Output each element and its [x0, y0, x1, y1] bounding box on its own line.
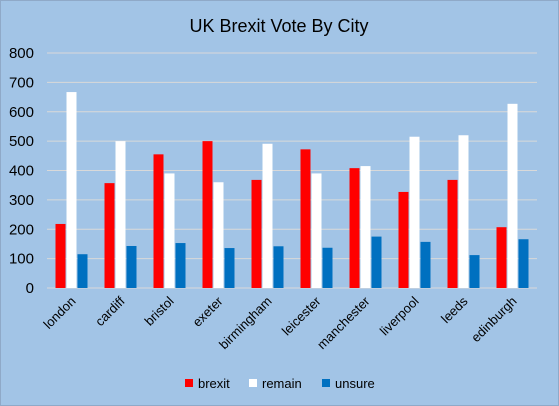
bar-remain-leicester — [311, 173, 322, 288]
y-tick-label: 500 — [9, 133, 34, 150]
bar-brexit-leeds — [447, 179, 458, 288]
x-category-label: edinburgh — [468, 294, 519, 345]
y-tick-label: 100 — [9, 251, 34, 268]
bar-unsure-cardiff — [126, 245, 137, 288]
bar-brexit-birmingham — [251, 179, 262, 288]
y-tick-label: 300 — [9, 192, 34, 209]
y-tick-label: 700 — [9, 74, 34, 91]
legend-swatch-remain — [249, 379, 257, 387]
bar-unsure-manchester — [371, 236, 382, 288]
y-tick-label: 400 — [9, 163, 34, 180]
bar-remain-birmingham — [262, 143, 273, 288]
bar-remain-bristol — [164, 173, 175, 288]
y-tick-label: 600 — [9, 104, 34, 121]
x-category-label: london — [40, 294, 78, 332]
y-tick-label: 200 — [9, 221, 34, 238]
bar-unsure-leeds — [469, 255, 480, 288]
y-axis-ticks: 0 100 200 300 400 500 600 700 800 — [9, 45, 34, 297]
bar-remain-leeds — [458, 135, 469, 288]
x-category-label: bristol — [141, 293, 176, 328]
bar-brexit-bristol — [153, 154, 164, 288]
legend-label-unsure: unsure — [335, 376, 375, 391]
bar-unsure-bristol — [175, 243, 186, 288]
y-tick-label: 800 — [9, 45, 34, 62]
bar-brexit-edinburgh — [496, 227, 507, 288]
bar-remain-cardiff — [115, 141, 126, 288]
x-category-label: exeter — [189, 293, 226, 330]
bar-brexit-cardiff — [104, 183, 115, 288]
x-category-label: cardiff — [92, 293, 128, 329]
x-category-label: manchester — [314, 293, 373, 352]
bar-unsure-london — [77, 254, 88, 288]
bar-brexit-london — [55, 223, 66, 288]
legend-label-brexit: brexit — [198, 376, 230, 391]
x-category-label: liverpool — [377, 293, 422, 338]
bars — [55, 92, 529, 288]
bar-unsure-exeter — [224, 248, 235, 288]
bar-unsure-liverpool — [420, 241, 431, 288]
x-category-label: leeds — [438, 293, 471, 326]
legend: brexit remain unsure — [185, 376, 375, 391]
legend-swatch-unsure — [322, 379, 330, 387]
bar-remain-liverpool — [409, 136, 420, 288]
bar-unsure-birmingham — [273, 246, 284, 288]
bar-unsure-edinburgh — [518, 239, 529, 288]
x-category-label: leicester — [279, 293, 324, 338]
bar-remain-manchester — [360, 166, 371, 288]
bar-brexit-liverpool — [398, 191, 409, 288]
bar-remain-london — [66, 92, 77, 288]
bar-brexit-manchester — [349, 168, 360, 288]
legend-label-remain: remain — [262, 376, 302, 391]
y-tick-label: 0 — [26, 280, 34, 297]
bar-remain-edinburgh — [507, 103, 518, 288]
bar-brexit-leicester — [300, 149, 311, 288]
legend-swatch-brexit — [185, 379, 193, 387]
x-category-label: birmingham — [216, 294, 275, 353]
chart-title: UK Brexit Vote By City — [189, 16, 368, 36]
bar-unsure-leicester — [322, 247, 333, 288]
bar-brexit-exeter — [202, 141, 213, 288]
bar-remain-exeter — [213, 182, 224, 288]
